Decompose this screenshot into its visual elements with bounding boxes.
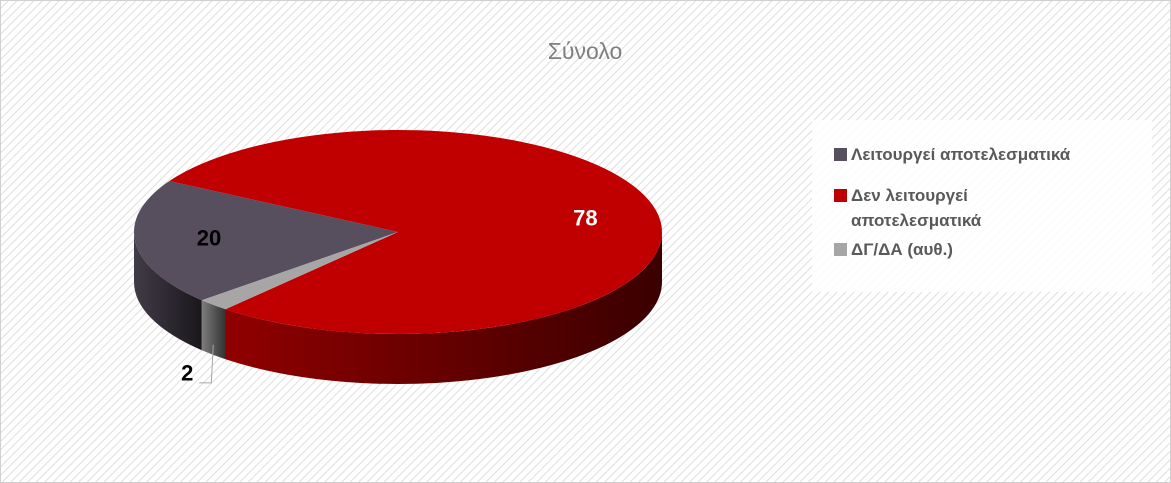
legend-swatch bbox=[834, 148, 847, 161]
leader-line bbox=[199, 344, 214, 384]
legend-label: ΔΓ/ΔΑ (αυθ.) bbox=[851, 240, 953, 259]
chart-title: Σύνολο bbox=[548, 38, 623, 64]
pie-slice bbox=[201, 232, 398, 310]
pie-side bbox=[201, 300, 226, 360]
legend-item: Δεν λειτουργεί αποτελεσματικά bbox=[834, 183, 1024, 233]
data-label: 20 bbox=[197, 225, 221, 250]
legend-label: Δεν λειτουργεί αποτελεσματικά bbox=[851, 186, 982, 230]
legend: Λειτουργεί αποτελεσματικά Δεν λειτουργεί … bbox=[812, 120, 1152, 292]
pie-side bbox=[225, 232, 663, 384]
pie-slice bbox=[169, 130, 662, 335]
pie-slice bbox=[133, 181, 398, 301]
legend-swatch bbox=[834, 243, 847, 256]
data-label: 2 bbox=[181, 361, 193, 386]
pie-side bbox=[134, 232, 202, 351]
legend-item: Λειτουργεί αποτελεσματικά bbox=[834, 142, 1134, 167]
legend-label: Λειτουργεί αποτελεσματικά bbox=[851, 145, 1071, 164]
legend-swatch bbox=[834, 189, 847, 202]
legend-item: ΔΓ/ΔΑ (αυθ.) bbox=[834, 237, 1134, 262]
data-label: 78 bbox=[573, 206, 597, 231]
pie: 20 78 2 bbox=[133, 130, 663, 386]
